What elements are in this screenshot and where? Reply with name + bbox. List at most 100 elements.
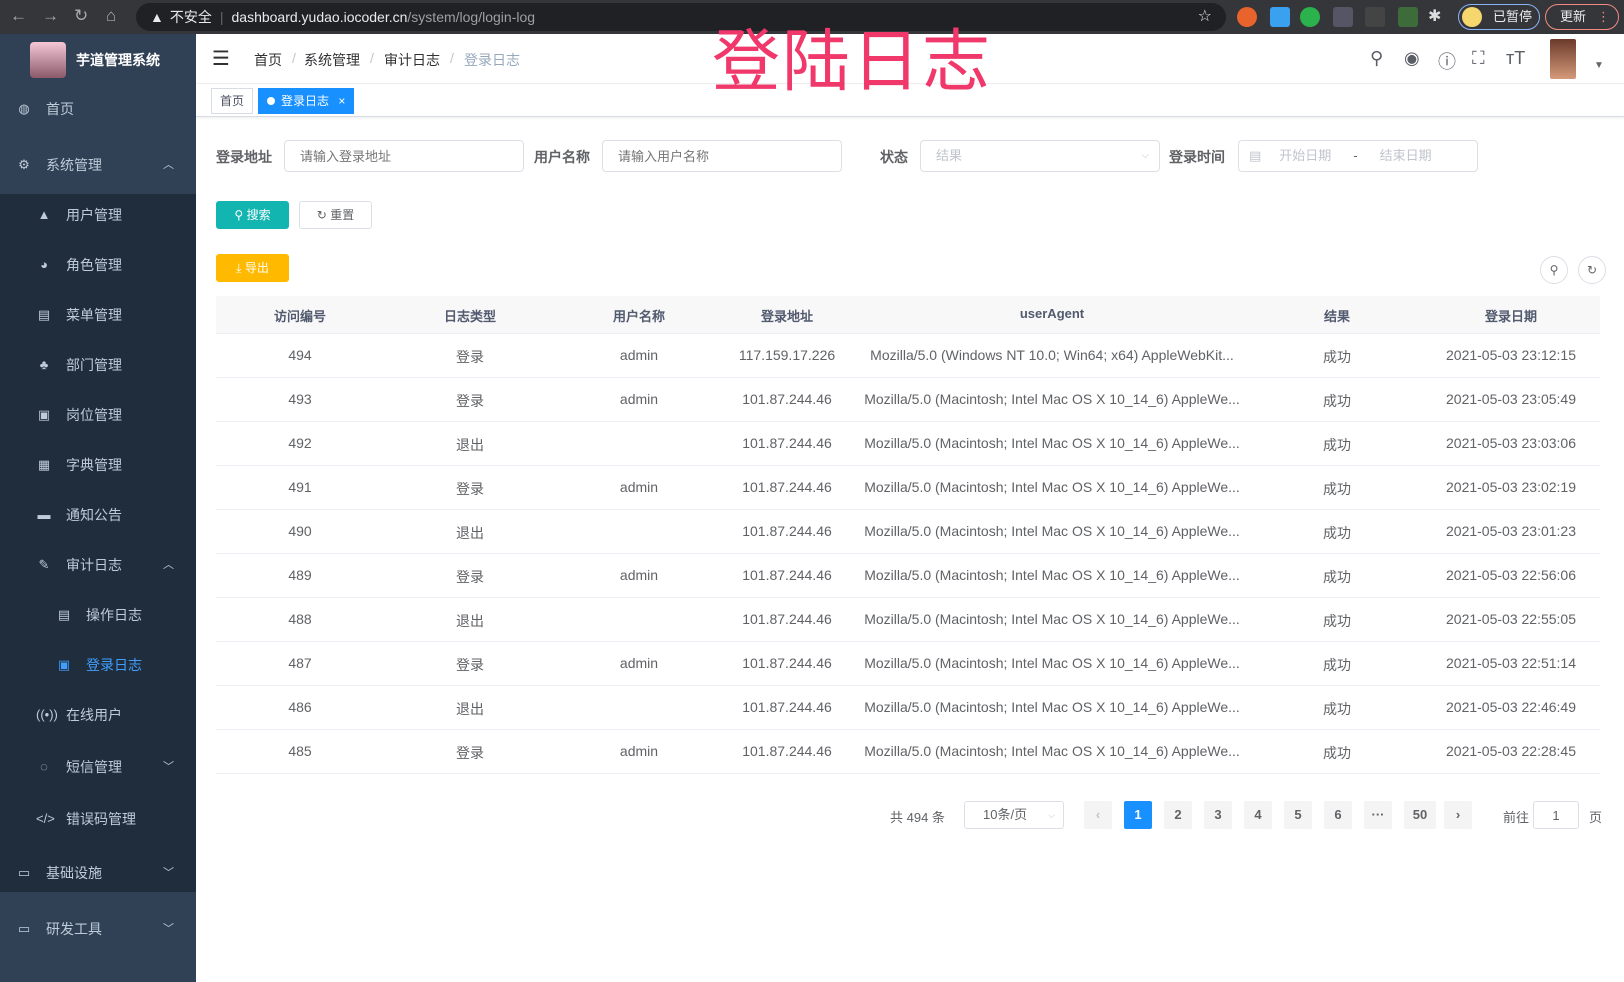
table-cell: 登录: [456, 745, 484, 761]
address-bar[interactable]: ▲ 不安全 | dashboard.yudao.iocoder.cn/system/l…: [136, 3, 1226, 31]
refresh-button[interactable]: ↻: [1578, 256, 1606, 284]
sidebar-item[interactable]: ▭ 研发工具 ﹀: [0, 904, 196, 954]
table-cell: 2021-05-03 22:55:05: [1446, 611, 1576, 627]
page-button[interactable]: 1: [1124, 801, 1152, 829]
reload-icon[interactable]: ↻: [74, 6, 89, 25]
chevron-down-icon: ﹀: [163, 867, 174, 879]
caret-down-icon[interactable]: ▼: [1594, 60, 1604, 71]
username-label: 用户名称: [534, 149, 590, 165]
question-icon[interactable]: ⓘ: [1438, 52, 1456, 72]
sidebar-item[interactable]: </> 错误码管理: [0, 794, 196, 844]
goto-label: 前往: [1503, 810, 1530, 825]
gear-icon: ⚙: [18, 157, 30, 172]
font-size-icon[interactable]: тT: [1506, 48, 1526, 68]
extension-icon[interactable]: [1398, 7, 1418, 27]
reset-button[interactable]: ↻ 重置: [299, 201, 372, 229]
prev-page-button[interactable]: ‹: [1084, 801, 1112, 829]
logo: [30, 42, 66, 78]
extension-icon[interactable]: [1365, 7, 1385, 27]
extension-icon[interactable]: [1300, 7, 1320, 27]
table-cell: 2021-05-03 23:03:06: [1446, 435, 1576, 451]
page-button[interactable]: 6: [1324, 801, 1352, 829]
next-page-button[interactable]: ›: [1444, 801, 1472, 829]
chevron-down-icon: ⌵: [1141, 150, 1149, 161]
user-icon: ▲: [37, 207, 51, 222]
status-select[interactable]: 结果 ⌵: [920, 140, 1160, 172]
table-cell: 2021-05-03 22:28:45: [1446, 743, 1576, 759]
update-button[interactable]: 更新 ⋮: [1545, 4, 1619, 30]
page-size-select[interactable]: 10条/页 ⌵: [964, 801, 1064, 829]
export-button[interactable]: ⤓ 导出: [216, 254, 289, 282]
sidebar-item[interactable]: ◌ 短信管理 ﹀: [0, 742, 196, 792]
address-input[interactable]: [284, 140, 524, 172]
table-cell: Mozilla/5.0 (Macintosh; Intel Mac OS X 1…: [864, 743, 1240, 759]
page-button[interactable]: 5: [1284, 801, 1312, 829]
role-icon: ◕: [40, 257, 48, 272]
hamburger-icon[interactable]: ☰: [212, 48, 230, 70]
sidebar-item[interactable]: ▤ 操作日志: [0, 590, 196, 640]
extension-icon[interactable]: [1333, 7, 1353, 27]
github-icon[interactable]: ◉: [1404, 48, 1420, 68]
page-button[interactable]: 2: [1164, 801, 1192, 829]
profile-button[interactable]: 已暂停: [1458, 4, 1540, 30]
sidebar-item[interactable]: ▣ 登录日志: [0, 640, 196, 690]
table-cell: 2021-05-03 23:05:49: [1446, 391, 1576, 407]
forward-icon[interactable]: →: [42, 6, 59, 25]
calendar-icon: ▤: [1249, 148, 1262, 163]
goto-suffix: 页: [1589, 810, 1603, 825]
page-button[interactable]: 3: [1204, 801, 1232, 829]
search-button[interactable]: ⚲ 搜索: [216, 201, 289, 229]
table-cell: 2021-05-03 23:01:23: [1446, 523, 1576, 539]
puzzle-icon[interactable]: ✱: [1428, 8, 1442, 25]
breadcrumb-item[interactable]: 首页: [254, 52, 282, 68]
toggle-search-button[interactable]: ⚲: [1540, 256, 1568, 284]
refresh-icon: ↻: [316, 208, 327, 222]
tag-login-log[interactable]: 登录日志 ×: [258, 88, 355, 114]
sidebar-item[interactable]: ((•)) 在线用户: [0, 690, 196, 740]
table-cell: 101.87.244.46: [742, 435, 832, 451]
user-avatar[interactable]: [1550, 39, 1576, 79]
home-icon[interactable]: ⌂: [106, 6, 117, 25]
column-header: userAgent: [1019, 306, 1085, 321]
date-range-picker[interactable]: ▤ 开始日期 - 结束日期: [1238, 140, 1478, 172]
row-divider: [216, 597, 1600, 598]
sidebar-item[interactable]: ⚙ 系统管理 ︿: [0, 140, 196, 190]
breadcrumb-item[interactable]: 审计日志: [384, 52, 440, 68]
extension-icon[interactable]: [1237, 7, 1257, 27]
sidebar-item[interactable]: ▬ 通知公告: [0, 490, 196, 540]
tag-home[interactable]: 首页: [211, 88, 254, 114]
chevron-up-icon: ︿: [163, 559, 174, 571]
sidebar-item[interactable]: ▣ 岗位管理: [0, 390, 196, 440]
sidebar-item-label: 岗位管理: [66, 407, 122, 423]
table-cell: admin: [619, 391, 659, 407]
table-cell: 101.87.244.46: [742, 743, 832, 759]
table-cell: 成功: [1323, 437, 1351, 453]
table-cell: 101.87.244.46: [742, 391, 832, 407]
extension-icon[interactable]: [1270, 7, 1290, 27]
star-icon[interactable]: ☆: [1197, 8, 1212, 25]
sidebar-item[interactable]: ▲ 用户管理: [0, 190, 196, 240]
sidebar-item[interactable]: ✎ 审计日志 ︿: [0, 540, 196, 590]
goto-page-input[interactable]: [1533, 801, 1579, 829]
table-cell: 成功: [1323, 745, 1351, 761]
username-input[interactable]: [602, 140, 842, 172]
row-divider: [216, 553, 1600, 554]
sidebar-item[interactable]: ♣ 部门管理: [0, 340, 196, 390]
fullscreen-icon[interactable]: ⛶: [1472, 48, 1485, 68]
logininfor-icon: ▣: [57, 657, 71, 672]
back-icon[interactable]: ←: [10, 6, 27, 25]
sidebar-item[interactable]: ▤ 菜单管理: [0, 290, 196, 340]
sidebar-item[interactable]: ◕ 角色管理: [0, 240, 196, 290]
table-cell: 登录: [456, 481, 484, 497]
page-button[interactable]: ···: [1364, 801, 1392, 829]
breadcrumb-item[interactable]: 系统管理: [304, 52, 360, 68]
page-button[interactable]: 50: [1404, 801, 1436, 829]
post-icon: ▣: [37, 407, 51, 422]
table-cell: 退出: [456, 701, 484, 717]
search-icon[interactable]: ⚲: [1370, 48, 1384, 68]
sidebar-item[interactable]: ◍ 首页: [0, 84, 196, 134]
sidebar-item[interactable]: ▦ 字典管理: [0, 440, 196, 490]
page-button[interactable]: 4: [1244, 801, 1272, 829]
table-cell: 成功: [1323, 481, 1351, 497]
sidebar-item[interactable]: ▭ 基础设施 ﹀: [0, 848, 196, 898]
